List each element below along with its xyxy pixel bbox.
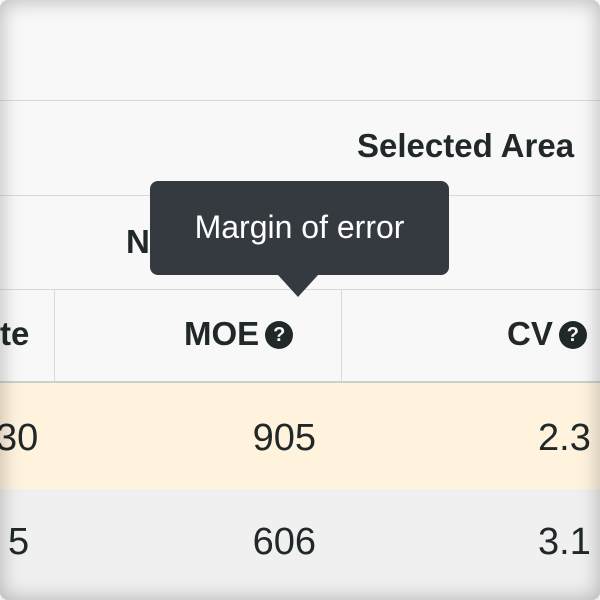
column-header-cv[interactable]: CV? <box>507 315 587 353</box>
subgroup-header: N <box>126 223 150 260</box>
tooltip-arrow <box>278 275 318 297</box>
column-divider-1 <box>54 289 55 381</box>
column-header-border <box>0 381 600 384</box>
column-header-estimate[interactable]: te <box>0 315 30 352</box>
cell-estimate: 5 <box>8 521 30 563</box>
cell-moe: 606 <box>252 521 316 563</box>
tooltip-text: Margin of error <box>194 209 405 245</box>
column-header-cv-label: CV <box>507 315 553 352</box>
group-header-selected-area: Selected Area <box>357 127 575 164</box>
tooltip: Margin of error <box>150 181 449 297</box>
question-circle-icon[interactable]: ? <box>265 321 294 349</box>
cell-moe: 905 <box>252 417 316 459</box>
cell-estimate: 30 <box>0 417 39 459</box>
question-circle-icon[interactable]: ? <box>558 321 587 349</box>
header-top-border <box>0 100 600 101</box>
column-header-moe[interactable]: MOE? <box>184 315 294 353</box>
cell-cv: 3.1 <box>538 521 591 563</box>
table-row: 5 606 3.1 <box>0 489 600 600</box>
column-divider-2 <box>341 289 342 381</box>
cell-cv: 2.3 <box>538 417 591 459</box>
column-header-moe-label: MOE <box>184 315 260 352</box>
table-row: 30 905 2.3 <box>0 383 600 489</box>
